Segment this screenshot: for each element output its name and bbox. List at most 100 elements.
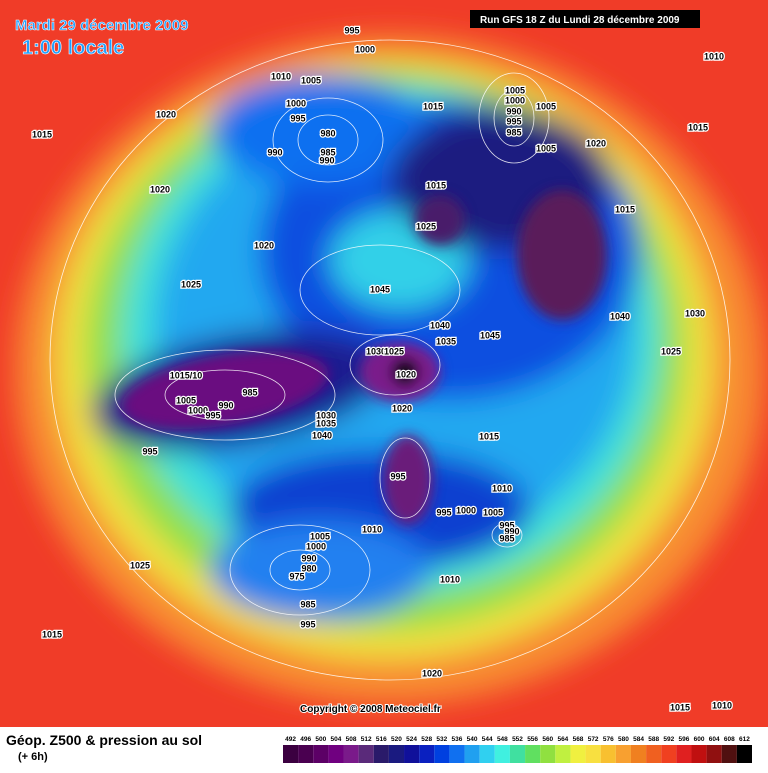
isobar-label: 1005 <box>301 75 321 85</box>
scale-swatch <box>283 745 299 763</box>
isobar-label: 985 <box>300 599 315 609</box>
isobar <box>49 39 731 681</box>
isobar-label: 1040 <box>312 430 332 440</box>
isobar-label: 1020 <box>586 138 606 148</box>
isobar-label: 1010 <box>712 700 732 710</box>
isobar-label: 1015 <box>423 101 443 111</box>
isobar-label: 995 <box>436 507 451 517</box>
isobar-label: 1030 <box>316 410 336 420</box>
scale-label: 544 <box>482 736 493 743</box>
isobar-label: 1020 <box>254 240 274 250</box>
run: Run GFS 18 Z du Lundi 28 décembre 2009 <box>480 15 680 26</box>
copyright: Copyright © 2008 Meteociel.fr <box>300 704 441 715</box>
scale-swatch <box>328 745 344 763</box>
scale-swatch <box>434 745 450 763</box>
band <box>210 75 430 185</box>
scale-label: 552 <box>512 736 523 743</box>
isobar-label: 1015 <box>479 431 499 441</box>
isobar <box>114 349 336 441</box>
isobar-label: 990 <box>267 147 282 157</box>
isobar-label: 980 <box>320 128 335 138</box>
scale-swatch <box>540 745 556 763</box>
legend-lead: (+ 6h) <box>18 751 48 763</box>
scale-swatch <box>676 745 692 763</box>
scale-label: 592 <box>663 736 674 743</box>
isobar-label: 1020 <box>392 403 412 413</box>
scale-label: 508 <box>346 736 357 743</box>
scale-label: 560 <box>542 736 553 743</box>
scale-label: 576 <box>603 736 614 743</box>
isobar <box>269 549 331 591</box>
isobar-label: 1020 <box>422 668 442 678</box>
scale-swatch <box>615 745 631 763</box>
isobar-label: 1035 <box>316 418 336 428</box>
low <box>517 190 607 320</box>
scale-label: 608 <box>724 736 735 743</box>
scale-label: 556 <box>527 736 538 743</box>
isobar-label: 985 <box>242 387 257 397</box>
scale-label: 496 <box>300 736 311 743</box>
isobar-label: 1000 <box>286 98 306 108</box>
scale-label: 600 <box>694 736 705 743</box>
scale-swatch <box>570 745 586 763</box>
isobar-label: 1000 <box>188 405 208 415</box>
isobar <box>491 522 523 548</box>
scale-swatch <box>313 745 329 763</box>
scale-label: 536 <box>452 736 463 743</box>
band <box>210 520 430 620</box>
scale-swatch <box>509 745 526 763</box>
isobar-label: 1010 <box>440 574 460 584</box>
scale-label: 572 <box>588 736 599 743</box>
scale-label: 584 <box>633 736 644 743</box>
scale-label: 500 <box>315 736 326 743</box>
color-scale: 492 496 500 504 508 512 516 520 524 528 532 536 540 5… <box>283 736 752 763</box>
scale-label: 532 <box>436 736 447 743</box>
legend-title: Géop. Z500 & pression au sol <box>6 732 202 748</box>
scale-label: 548 <box>497 736 508 743</box>
isobar-label: 1025 <box>661 346 681 356</box>
isobar-label: 1015 <box>688 122 708 132</box>
time: 1:00 locale <box>22 37 124 59</box>
scale-swatch <box>585 745 601 763</box>
scale-swatch <box>419 745 435 763</box>
isobar-label: 985 <box>499 533 514 543</box>
scale-swatch <box>388 745 405 763</box>
isobar-label: 1010 <box>704 51 724 61</box>
isobar-label: 1005 <box>536 143 556 153</box>
scale-label: 512 <box>361 736 372 743</box>
isobar-label: 1010 <box>362 524 382 534</box>
isobar-label: 1005 <box>176 395 196 405</box>
scale-label: 604 <box>709 736 720 743</box>
isobar-label: 1045 <box>480 330 500 340</box>
isobar-label: 1045 <box>370 284 390 294</box>
scale-swatch <box>600 745 616 763</box>
scale-label: 504 <box>331 736 342 743</box>
isobar-label: 995 <box>506 116 521 126</box>
scale-label: 596 <box>678 736 689 743</box>
date: Mardi 29 décembre 2009 <box>15 17 188 34</box>
isobar <box>164 369 286 421</box>
isobar-label: 1005 <box>505 85 525 95</box>
isobar-label: 985 <box>320 147 335 157</box>
scale-label: 520 <box>391 736 402 743</box>
scale-label: 612 <box>739 736 750 743</box>
isobar <box>297 114 359 166</box>
isobar-label: 1005 <box>536 101 556 111</box>
isobar-label: 1020 <box>150 184 170 194</box>
scale-label: 540 <box>467 736 478 743</box>
isobar-label: 1000 <box>456 505 476 515</box>
isobar-label: 990 <box>218 400 233 410</box>
scale-swatch <box>706 745 722 763</box>
scale-swatch <box>494 745 510 763</box>
scale-label: 528 <box>421 736 432 743</box>
isobar-label: 1000 <box>355 44 375 54</box>
scale-swatch <box>525 745 541 763</box>
scale-swatch <box>373 745 389 763</box>
isobar-label: 980 <box>301 563 316 573</box>
isobar-label: 990 <box>301 553 316 563</box>
isobar <box>493 89 535 147</box>
field <box>0 0 768 727</box>
isobar-label: 1025 <box>130 560 150 570</box>
